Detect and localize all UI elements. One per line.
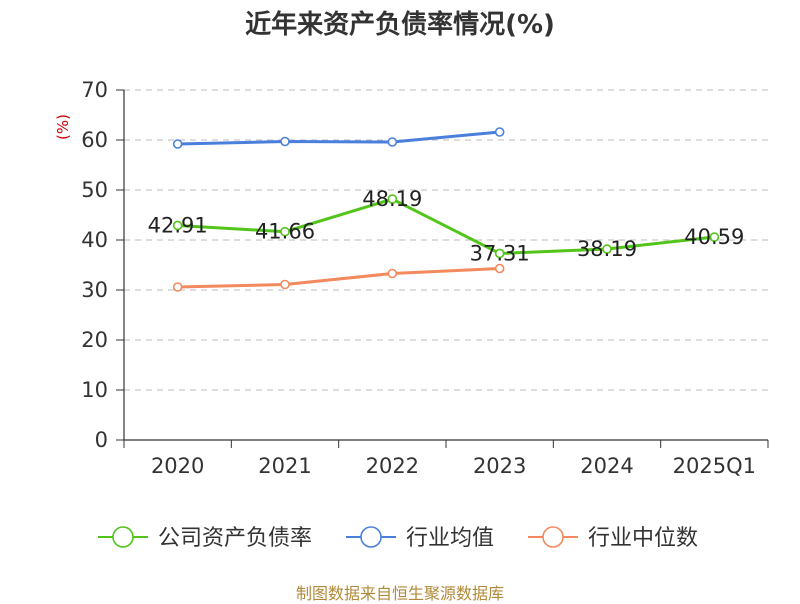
series-line	[177, 130, 500, 146]
y-tick-label: 50	[81, 178, 108, 202]
y-tick-label: 40	[81, 228, 108, 252]
data-point	[387, 137, 398, 147]
data-label: 41.66	[255, 220, 315, 244]
data-point	[494, 127, 505, 137]
data-point	[494, 248, 505, 259]
x-tick-label: 2021	[258, 454, 311, 478]
data-point	[494, 263, 505, 274]
x-tick-label: 2023	[473, 454, 526, 478]
data-point	[280, 136, 290, 147]
x-tick-label: 2025Q1	[673, 454, 756, 478]
y-tick-label: 70	[81, 78, 108, 102]
y-tick-label: 60	[81, 128, 108, 152]
data-source-note: 制图数据来自恒生聚源数据库	[295, 584, 504, 603]
legend-label: 行业中位数	[588, 526, 698, 551]
x-tick-label: 2022	[366, 454, 419, 478]
data-label: 38.19	[577, 237, 637, 261]
data-point	[280, 226, 290, 237]
data-point	[387, 194, 398, 204]
data-label: 37.31	[470, 241, 530, 265]
legend-marker	[112, 526, 134, 548]
data-point	[172, 139, 183, 149]
legend-label: 公司资产负债率	[158, 526, 312, 551]
y-tick-label: 10	[81, 378, 108, 402]
y-tick-label: 20	[81, 328, 108, 352]
data-point	[709, 232, 720, 242]
series-line	[177, 267, 500, 289]
y-tick-label: 0	[95, 428, 108, 452]
legend-marker	[360, 526, 382, 548]
y-tick-label: 30	[81, 278, 108, 302]
y-axis-unit-label: (%)	[54, 114, 72, 140]
data-point	[172, 282, 183, 292]
x-tick-label: 2024	[580, 454, 633, 478]
series-line	[177, 197, 715, 255]
legend-marker	[542, 526, 564, 548]
data-label: 42.91	[148, 213, 208, 237]
data-point	[602, 244, 612, 254]
data-label: 48.19	[362, 187, 422, 211]
x-tick-label: 2020	[151, 454, 204, 478]
legend-label: 行业均值	[406, 526, 494, 551]
chart-title: 近年来资产负债率情况(%)	[245, 10, 555, 40]
data-label: 40.59	[684, 225, 744, 249]
data-point	[387, 268, 398, 279]
data-point	[172, 220, 183, 231]
data-point	[280, 279, 290, 290]
